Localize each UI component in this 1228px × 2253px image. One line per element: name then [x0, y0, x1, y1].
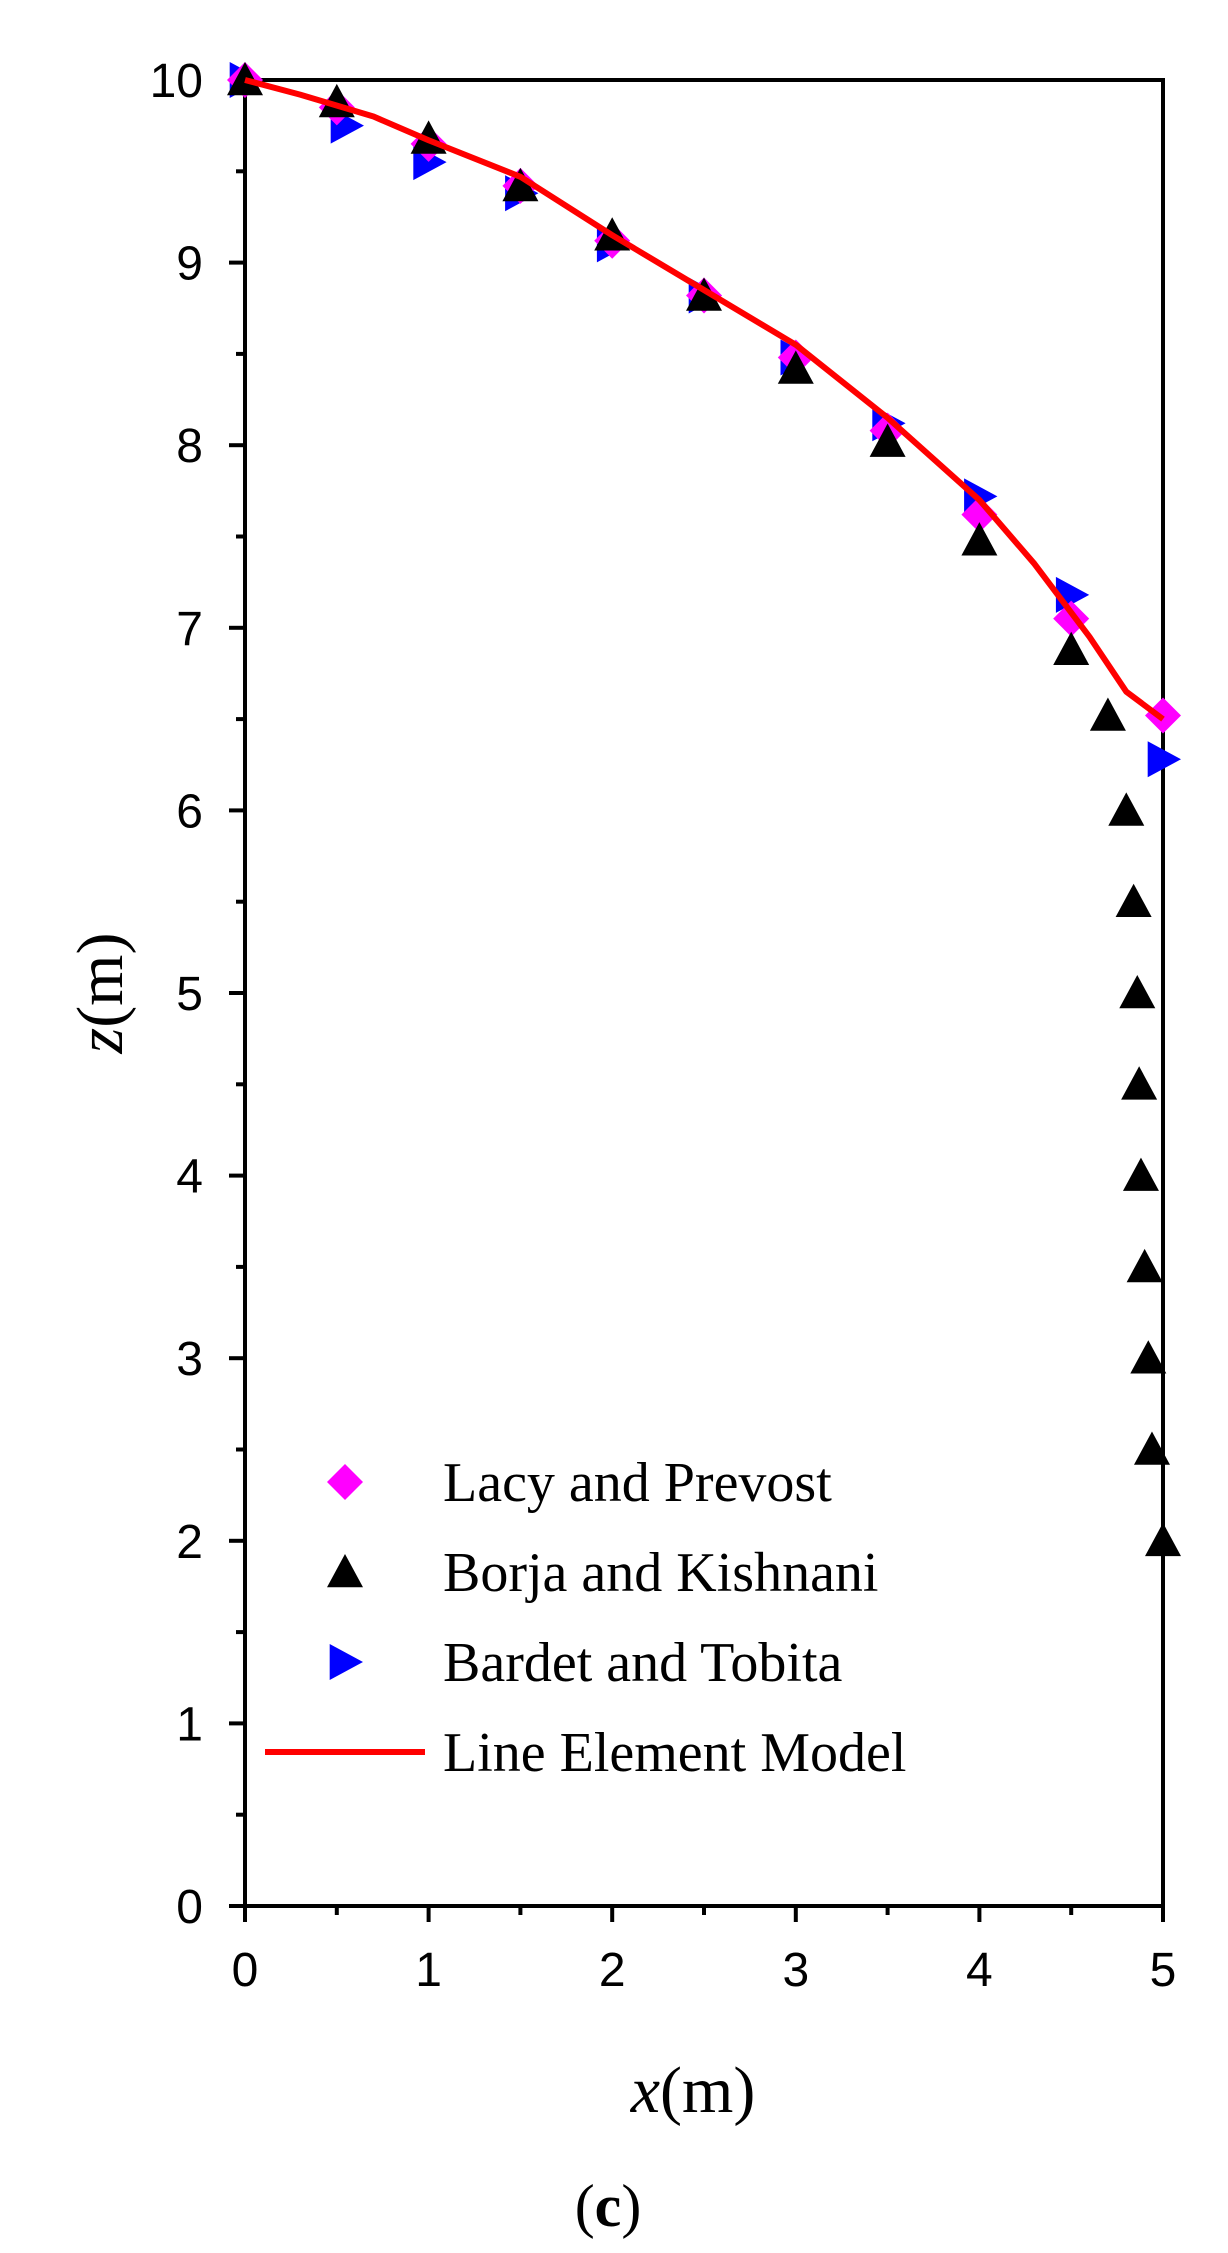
point-borja-and-kishnani: [1122, 1157, 1159, 1191]
point-borja-and-kishnani: [1089, 697, 1126, 731]
y-tick-label: 9: [176, 238, 203, 291]
legend-label: Lacy and Prevost: [443, 1452, 832, 1514]
point-borja-and-kishnani: [777, 350, 814, 384]
point-borja-and-kishnani: [1145, 1522, 1181, 1557]
panel-label: (c): [575, 2173, 642, 2239]
legend-label: Borja and Kishnani: [443, 1542, 878, 1604]
point-borja-and-kishnani: [686, 277, 722, 311]
legend-marker-bardet-and-tobita: [329, 1644, 363, 1680]
y-tick-label: 1: [176, 1698, 203, 1751]
y-tick-label: 8: [176, 420, 203, 473]
x-tick-label: 3: [782, 1944, 809, 1997]
point-borja-and-kishnani: [1133, 1431, 1170, 1465]
point-borja-and-kishnani: [227, 62, 263, 96]
series-marker-group: [227, 62, 1181, 1557]
y-tick-label: 4: [176, 1151, 203, 1204]
y-axis-variable: z: [64, 1028, 137, 1055]
y-axis-unit: (m): [64, 933, 137, 1028]
y-tick-label: 7: [176, 603, 203, 656]
point-borja-and-kishnani: [1053, 631, 1090, 666]
legend: Lacy and Prevost Borja and Kishnani Bardet…: [265, 1452, 906, 1784]
y-tick-label: 6: [176, 785, 203, 838]
y-tick-label: 2: [176, 1516, 203, 1569]
x-tick-label: 2: [599, 1944, 626, 1997]
y-tick-label: 3: [176, 1333, 203, 1386]
point-borja-and-kishnani: [502, 167, 539, 202]
point-borja-and-kishnani: [869, 423, 906, 457]
x-tick-label: 0: [232, 1944, 259, 1997]
y-tick-label: 10: [150, 55, 203, 108]
axis-ticks: [229, 78, 1165, 1922]
point-borja-and-kishnani: [1130, 1340, 1167, 1374]
y-tick-label: 5: [176, 968, 203, 1021]
legend-marker-borja-and-kishnani: [327, 1554, 363, 1588]
x-axis-variable: x: [630, 2054, 660, 2127]
x-tick-label: 5: [1150, 1944, 1177, 1997]
legend-label: Line Element Model: [443, 1722, 906, 1784]
y-axis-title: z(m): [64, 933, 137, 1055]
x-axis-title: x(m): [630, 2054, 756, 2127]
series-line-element-model: [244, 77, 1165, 722]
x-tick-label: 1: [415, 1944, 442, 1997]
x-axis-unit: (m): [660, 2054, 755, 2127]
axis-tick-labels: 0 1 2 3 4 5 6 7 8 9 10 0 1 2 3 4 5: [150, 55, 1177, 1997]
legend-marker-lacy-and-prevost: [327, 1464, 363, 1500]
point-borja-and-kishnani: [1108, 792, 1145, 826]
point-borja-and-kishnani: [1126, 1248, 1163, 1283]
point-borja-and-kishnani: [1121, 1066, 1158, 1100]
point-borja-and-kishnani: [1119, 975, 1156, 1009]
point-borja-and-kishnani: [1115, 883, 1152, 917]
series-line-group: [244, 77, 1165, 722]
point-bardet-and-tobita: [1147, 741, 1181, 778]
point-lacy-and-prevost: [961, 496, 998, 533]
legend-label: Bardet and Tobita: [443, 1632, 843, 1694]
point-borja-and-kishnani: [961, 522, 998, 556]
y-tick-label: 0: [176, 1881, 203, 1934]
x-tick-label: 4: [966, 1944, 993, 1997]
